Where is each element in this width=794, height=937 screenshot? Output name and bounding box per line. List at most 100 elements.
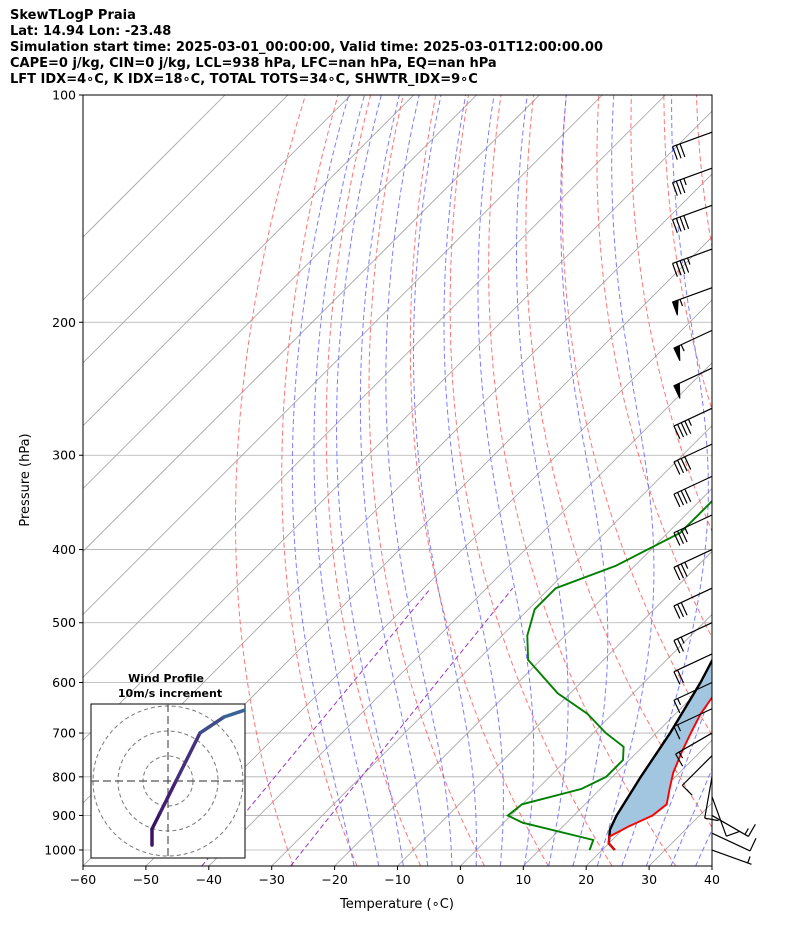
isotherm-line bbox=[83, 110, 712, 741]
barb-half bbox=[683, 178, 687, 186]
barb-full bbox=[671, 219, 678, 234]
moist-adiabat bbox=[560, 95, 609, 866]
hodograph-segment bbox=[174, 763, 186, 783]
wind-barb bbox=[681, 755, 713, 796]
dry-adiabat bbox=[695, 95, 712, 251]
wind-barb bbox=[671, 204, 713, 234]
barb-staff bbox=[673, 329, 713, 349]
barb-full bbox=[673, 532, 681, 546]
barb-half bbox=[744, 828, 749, 835]
barb-full bbox=[747, 824, 756, 837]
barb-staff bbox=[711, 832, 751, 852]
barb-staff bbox=[673, 549, 713, 568]
isotherm-line bbox=[83, 95, 666, 678]
dry-adiabat bbox=[561, 95, 712, 736]
barb-staff bbox=[673, 708, 713, 728]
x-tick-label: 0 bbox=[456, 872, 464, 887]
barb-half bbox=[687, 419, 692, 426]
barb-staff bbox=[673, 475, 713, 495]
wind-barbs bbox=[671, 131, 757, 865]
barb-full bbox=[683, 215, 690, 229]
hodograph-plot bbox=[91, 704, 245, 858]
wind-barb bbox=[673, 653, 713, 685]
y-tick-label: 200 bbox=[52, 315, 76, 330]
isotherm-line bbox=[83, 95, 352, 364]
barb-full bbox=[684, 456, 692, 470]
isotherm-line bbox=[83, 95, 226, 238]
barb-full bbox=[677, 424, 685, 438]
barb-full bbox=[677, 492, 685, 506]
isotherm-line bbox=[271, 425, 712, 866]
moist-adiabat bbox=[291, 95, 355, 866]
barb-staff bbox=[672, 131, 713, 148]
moist-adiabat bbox=[477, 95, 535, 866]
isotherm-line bbox=[523, 676, 712, 866]
hodograph-title: Wind Profile bbox=[128, 672, 204, 685]
barb-staff bbox=[711, 849, 752, 865]
dry-adiabat bbox=[368, 95, 485, 866]
x-tick-label: −50 bbox=[133, 872, 159, 887]
barb-full bbox=[677, 530, 685, 545]
dry-adiabat bbox=[663, 95, 712, 411]
x-tick-label: 30 bbox=[641, 872, 657, 887]
wind-barb bbox=[671, 131, 713, 160]
x-tick-label: 20 bbox=[578, 872, 594, 887]
profile-lines bbox=[506, 499, 712, 851]
wind-barb bbox=[675, 732, 713, 767]
y-tick-label: 900 bbox=[52, 808, 76, 823]
dry-adiabat bbox=[596, 95, 712, 639]
barb-staff bbox=[673, 514, 713, 534]
barb-staff bbox=[673, 443, 713, 463]
title-cape: CAPE=0 j/kg, CIN=0 j/kg, LCL=938 hPa, LF… bbox=[10, 56, 497, 71]
wind-barb bbox=[673, 514, 713, 546]
barb-full bbox=[677, 669, 685, 683]
barb-half bbox=[677, 724, 682, 732]
wind-barb bbox=[673, 443, 713, 475]
dry-adiabat bbox=[729, 95, 794, 866]
barb-full bbox=[671, 263, 678, 277]
hodograph-segment bbox=[198, 715, 226, 735]
hodograph-segment bbox=[182, 731, 202, 767]
wind-barb bbox=[711, 814, 756, 837]
moist-adiabat bbox=[359, 95, 429, 866]
hodograph-segment bbox=[166, 779, 178, 799]
barb-staff bbox=[681, 755, 713, 786]
barb-full bbox=[677, 638, 685, 652]
barb-staff bbox=[673, 407, 713, 427]
barb-full bbox=[673, 461, 681, 475]
y-tick-label: 300 bbox=[52, 448, 76, 463]
x-tick-label: −10 bbox=[384, 872, 410, 887]
isotherm-line bbox=[460, 613, 712, 866]
barb-full bbox=[675, 218, 682, 232]
wind-barb bbox=[711, 832, 757, 852]
barb-full bbox=[677, 565, 685, 579]
barb-staff bbox=[673, 653, 713, 673]
isotherm-line bbox=[83, 95, 540, 553]
barb-full bbox=[673, 567, 681, 581]
wind-barb bbox=[671, 287, 713, 316]
barb-staff bbox=[673, 681, 713, 701]
barb-staff bbox=[711, 796, 727, 837]
wind-barb bbox=[671, 167, 713, 196]
barb-full bbox=[673, 700, 681, 714]
barb-flag bbox=[673, 344, 681, 362]
barb-full bbox=[680, 490, 688, 504]
barb-staff bbox=[672, 248, 713, 265]
isotherm-line bbox=[83, 95, 289, 301]
dry-adiabat bbox=[325, 95, 422, 866]
wind-barb bbox=[673, 549, 713, 581]
moist-adiabat bbox=[596, 95, 655, 866]
isotherm-line bbox=[397, 550, 712, 866]
title-indices: LFT IDX=4∘C, K IDX=18∘C, TOTAL TOTS=34∘C… bbox=[10, 72, 478, 87]
dry-adiabat bbox=[762, 95, 794, 866]
barb-full bbox=[679, 143, 686, 158]
dry-adiabat bbox=[235, 95, 306, 866]
barb-half bbox=[747, 856, 751, 864]
moist-adiabat bbox=[695, 828, 712, 866]
barb-full bbox=[680, 529, 688, 543]
barb-full bbox=[673, 425, 681, 439]
title-latlon: Lat: 14.94 Lon: -23.48 bbox=[10, 24, 172, 39]
barb-full bbox=[675, 261, 682, 276]
y-tick-label: 600 bbox=[52, 675, 76, 690]
hodograph-subtitle: 10m/s increment bbox=[118, 687, 222, 700]
